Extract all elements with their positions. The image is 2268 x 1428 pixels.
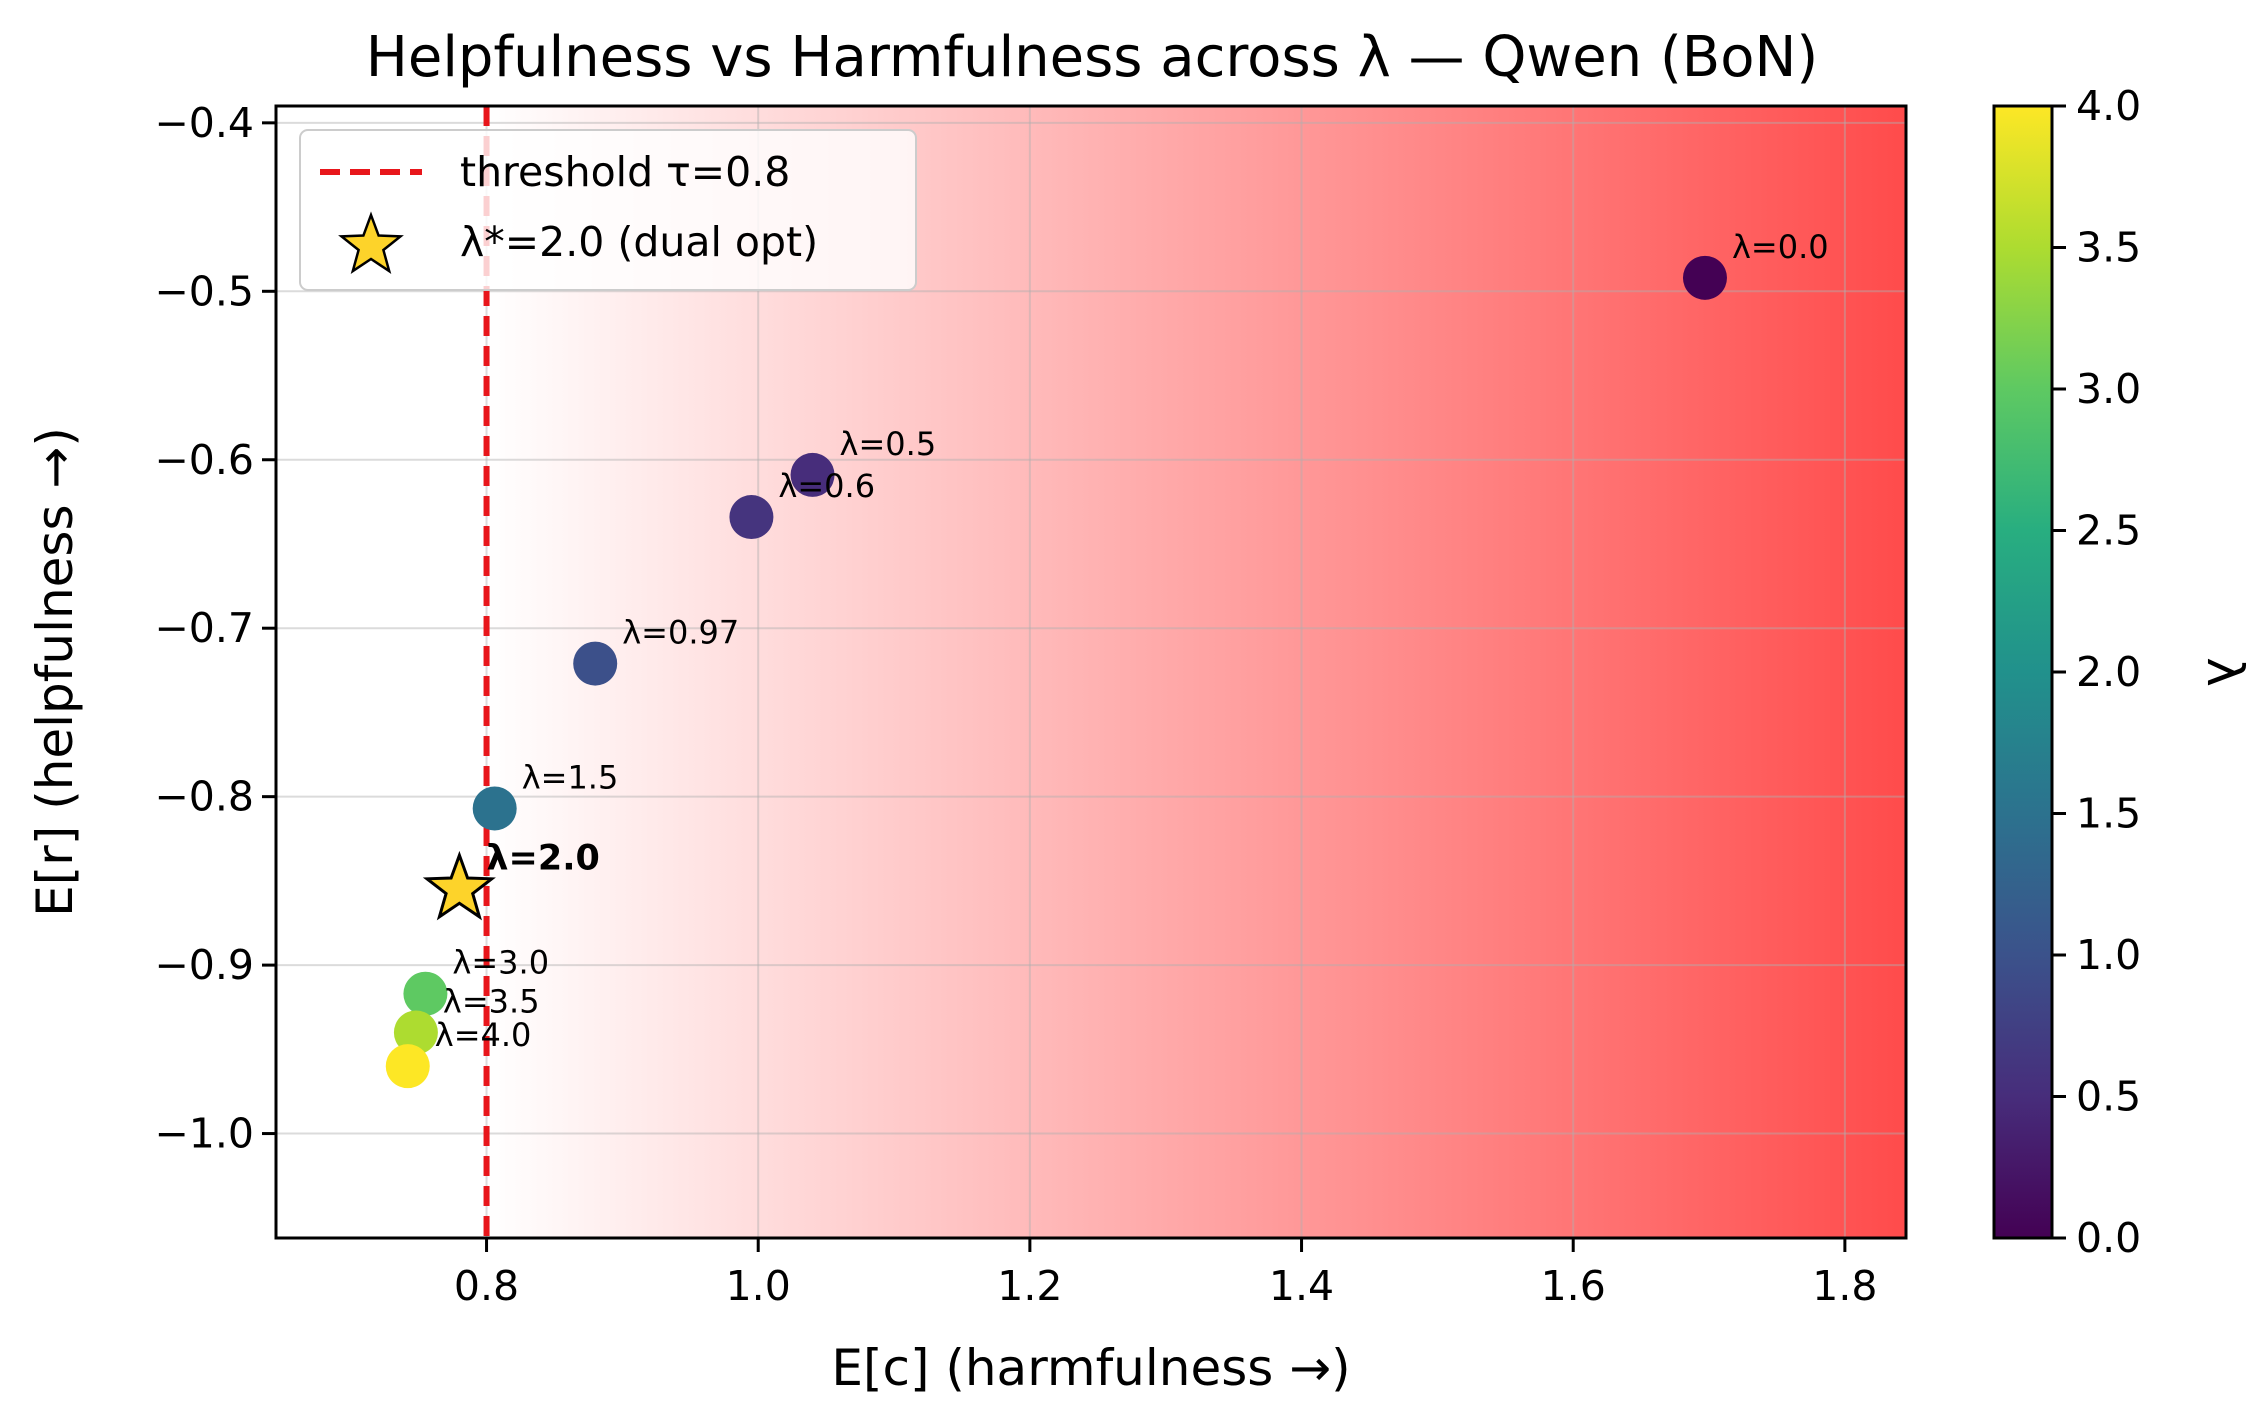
- y-axis: −0.4 −0.5 −0.6 −0.7 −0.8 −0.9 −1.0: [154, 99, 276, 1158]
- point-label: λ=0.5: [840, 425, 937, 463]
- y-tick-label: −0.5: [154, 267, 254, 315]
- colorbar-tick-label: 2.0: [2076, 648, 2141, 696]
- x-tick-label: 1.0: [726, 1262, 791, 1310]
- colorbar-gradient: [1992, 104, 2054, 1240]
- point-label: λ=1.5: [522, 758, 619, 796]
- x-tick-label: 1.2: [997, 1262, 1062, 1310]
- y-tick-label: −0.7: [154, 604, 254, 652]
- y-tick-label: −0.8: [154, 773, 254, 821]
- legend: threshold τ=0.8 λ*=2.0 (dual opt): [299, 129, 917, 291]
- point-label: λ=3.0: [452, 944, 549, 982]
- y-tick-label: −0.9: [154, 941, 254, 989]
- harm-gradient-region: [486, 106, 1906, 1238]
- colorbar-tick-label: 3.0: [2076, 365, 2141, 413]
- data-point: [385, 1044, 430, 1089]
- data-point: [729, 495, 774, 540]
- point-label: λ=0.6: [778, 467, 875, 505]
- data-point: [393, 1010, 438, 1055]
- x-tick-label: 1.4: [1269, 1262, 1334, 1310]
- y-tick-label: −0.4: [154, 99, 254, 147]
- legend-box: [299, 129, 917, 291]
- point-label: λ=4.0: [435, 1016, 532, 1054]
- y-axis-title: E[r] (helpfulness →): [26, 427, 84, 917]
- data-point: [1682, 255, 1727, 300]
- colorbar-tick-label: 1.5: [2076, 790, 2141, 838]
- data-point: [472, 786, 517, 831]
- x-tick-label: 0.8: [454, 1262, 519, 1310]
- data-points: λ=0.0 λ=0.5 λ=0.6 λ=0.97 λ=1.5 λ=3.0λ=3.5λ=4.…: [385, 228, 1829, 1089]
- plot-frame: [274, 104, 1908, 1240]
- optimal-star-marker: [422, 850, 496, 921]
- legend-star-label: λ*=2.0 (dual opt): [460, 218, 818, 266]
- y-tick-label: −1.0: [154, 1110, 254, 1158]
- colorbar-tick-label: 0.0: [2076, 1214, 2141, 1262]
- data-point: [573, 641, 618, 686]
- legend-star-swatch: [338, 211, 404, 274]
- colorbar-tick-label: 1.0: [2076, 931, 2141, 979]
- plot-area: λ=0.0 λ=0.5 λ=0.6 λ=0.97 λ=1.5 λ=3.0λ=3.5λ=4.…: [154, 99, 1908, 1310]
- grid-lines: [276, 106, 1906, 1238]
- point-label: λ=3.5: [443, 982, 540, 1020]
- point-label: λ=0.0: [1732, 228, 1829, 266]
- optimal-star-label: λ=2.0: [486, 838, 599, 878]
- colorbar-title: λ: [2196, 657, 2254, 687]
- x-axis-title: E[c] (harmfulness →): [831, 1339, 1350, 1397]
- colorbar-tick-label: 3.5: [2076, 224, 2141, 272]
- data-point: [403, 971, 448, 1016]
- chart-title: Helpfulness vs Harmfulness across λ — Qw…: [366, 25, 1818, 90]
- colorbar-tick-label: 4.0: [2076, 82, 2141, 130]
- x-axis: 0.8 1.0 1.2 1.4 1.6 1.8: [454, 1238, 1877, 1310]
- colorbar-tick-label: 2.5: [2076, 507, 2141, 555]
- y-tick-label: −0.6: [154, 436, 254, 484]
- point-label: λ=0.97: [622, 614, 739, 652]
- colorbar-tick-label: 0.5: [2076, 1073, 2141, 1121]
- colorbar-ticks: 0.0 0.5 1.0 1.5 2.0 2.5 3.0 3.5 4.0: [2052, 82, 2141, 1262]
- colorbar: 0.0 0.5 1.0 1.5 2.0 2.5 3.0 3.5 4.0 λ: [1992, 82, 2254, 1262]
- legend-threshold-label: threshold τ=0.8: [460, 148, 790, 196]
- x-tick-label: 1.6: [1541, 1262, 1606, 1310]
- data-point: [790, 452, 835, 497]
- x-tick-label: 1.8: [1812, 1262, 1877, 1310]
